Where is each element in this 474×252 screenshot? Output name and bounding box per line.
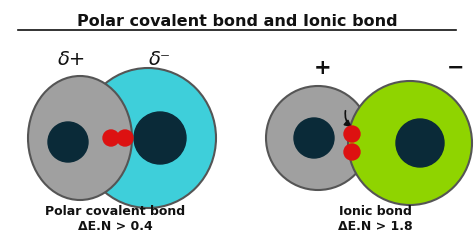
Ellipse shape [28, 76, 132, 200]
Text: Ionic bond: Ionic bond [338, 205, 411, 218]
Circle shape [396, 119, 444, 167]
Circle shape [266, 86, 370, 190]
Circle shape [344, 126, 360, 142]
Text: δ+: δ+ [58, 50, 86, 69]
Text: Polar covalent bond and Ionic bond: Polar covalent bond and Ionic bond [77, 14, 397, 29]
Circle shape [348, 81, 472, 205]
Text: +: + [314, 58, 332, 78]
Circle shape [103, 130, 119, 146]
Text: δ⁻: δ⁻ [149, 50, 171, 69]
Text: ΔE.N > 1.8: ΔE.N > 1.8 [337, 220, 412, 233]
Text: ΔE.N > 0.4: ΔE.N > 0.4 [78, 220, 152, 233]
Circle shape [134, 112, 186, 164]
Ellipse shape [80, 68, 216, 208]
Text: Polar covalent bond: Polar covalent bond [45, 205, 185, 218]
Circle shape [48, 122, 88, 162]
Text: −: − [447, 58, 465, 78]
Circle shape [344, 144, 360, 160]
Circle shape [294, 118, 334, 158]
Circle shape [117, 130, 133, 146]
